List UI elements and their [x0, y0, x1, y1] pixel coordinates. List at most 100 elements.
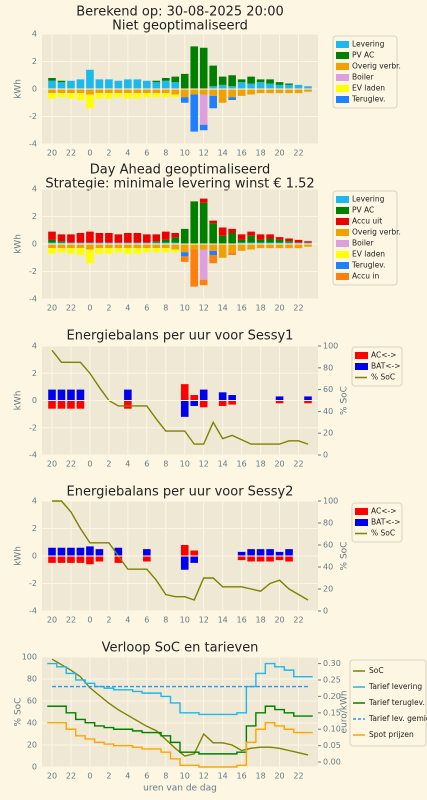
- bar-segment: [57, 241, 66, 243]
- bar-segment: [48, 93, 56, 99]
- bar-segment: [190, 46, 199, 89]
- x-tick-label: 20: [274, 304, 284, 313]
- x-tick-label: 12: [199, 304, 209, 313]
- x-tick-label: 8: [163, 304, 168, 313]
- bar-segment: [180, 89, 189, 98]
- bar-segment: [247, 235, 255, 243]
- y-tick-label: 2: [32, 212, 37, 221]
- legend-label: PV AC: [352, 206, 374, 215]
- bar-segment: [218, 76, 227, 85]
- x-tick-label: 14: [218, 149, 228, 158]
- x-tick-label: 20: [274, 772, 284, 781]
- bar-segment: [48, 248, 56, 254]
- legend-label: Teruglev.: [351, 95, 385, 104]
- bar-segment: [171, 237, 180, 243]
- y-axis-label: kWh: [14, 546, 24, 566]
- bar-segment: [57, 89, 66, 94]
- bar-segment: [133, 242, 142, 244]
- bar-segment: [114, 556, 123, 563]
- bar-segment: [180, 73, 189, 89]
- bar-segment: [143, 549, 151, 556]
- bar-segment: [199, 244, 208, 250]
- bar-segment: [152, 234, 161, 242]
- legend-label: BAT<->: [371, 362, 401, 371]
- bar-segment: [190, 400, 199, 406]
- bar-segment: [143, 89, 151, 94]
- x-tick-label: 20: [274, 460, 284, 469]
- bar-segment: [67, 93, 75, 99]
- legend-label: Tarief lev. gemid.: [368, 714, 427, 723]
- bar-segment: [199, 279, 208, 286]
- bar-segment: [285, 84, 293, 89]
- x-tick-label: 4: [125, 772, 130, 781]
- bar-segment: [294, 89, 303, 94]
- bar-segment: [133, 79, 142, 89]
- y-axis-label: kWh: [14, 234, 24, 254]
- bar-segment: [57, 80, 66, 83]
- x-tick-label: 20: [47, 616, 57, 625]
- bar-segment: [171, 233, 180, 238]
- bar-segment: [114, 80, 123, 89]
- chart-subtitle: Strategie: minimale levering winst € 1.5…: [45, 177, 314, 192]
- bar-segment: [256, 79, 265, 83]
- bar-segment: [143, 242, 151, 244]
- bar-segment: [266, 89, 274, 94]
- bar-segment: [152, 82, 161, 89]
- bar-segment: [275, 556, 284, 561]
- x-tick-label: 16: [237, 304, 247, 313]
- bar-segment: [237, 89, 246, 96]
- bar-segment: [86, 89, 94, 95]
- bar-segment: [180, 384, 189, 401]
- bar-segment: [133, 89, 142, 94]
- legend-swatch: [336, 229, 349, 236]
- bar-segment: [95, 244, 104, 249]
- x-tick-label: 2: [106, 616, 111, 625]
- y2-tick-label: 0: [323, 607, 328, 616]
- bar-segment: [294, 244, 303, 249]
- bar-segment: [256, 234, 265, 240]
- bar-segment: [76, 93, 85, 100]
- x-tick-label: 22: [66, 616, 76, 625]
- bar-segment: [209, 89, 217, 96]
- bar-segment: [304, 396, 312, 401]
- bar-segment: [161, 244, 170, 249]
- bar-segment: [76, 233, 85, 243]
- y2-tick-label: 0.10: [323, 725, 341, 734]
- x-tick-label: 18: [255, 772, 265, 781]
- x-tick-label: 20: [274, 149, 284, 158]
- y2-tick-label: 100: [323, 342, 338, 351]
- line-series: [52, 500, 309, 601]
- bar-segment: [304, 89, 312, 92]
- x-tick-label: 18: [255, 460, 265, 469]
- bar-segment: [218, 84, 227, 89]
- x-tick-label: 8: [163, 772, 168, 781]
- y2-tick-label: 80: [323, 363, 333, 372]
- y-tick-label: 4: [32, 342, 37, 351]
- bar-segment: [48, 231, 56, 240]
- bar-segment: [95, 233, 104, 243]
- bar-segment: [76, 556, 85, 563]
- x-tick-label: 10: [180, 616, 190, 625]
- legend-swatch: [336, 52, 349, 59]
- bar-segment: [285, 238, 293, 242]
- y-tick-label: 20: [27, 741, 37, 750]
- bar-segment: [114, 234, 123, 243]
- bar-segment: [152, 244, 161, 249]
- bar-segment: [48, 242, 56, 244]
- bar-segment: [161, 78, 170, 81]
- bar-segment: [105, 93, 113, 99]
- bar-segment: [180, 556, 189, 570]
- bar-segment: [161, 89, 170, 94]
- bar-segment: [48, 80, 56, 89]
- y-tick-label: 60: [27, 697, 37, 706]
- bar-segment: [247, 83, 255, 89]
- bar-segment: [275, 239, 284, 243]
- x-tick-label: 18: [255, 149, 265, 158]
- x-tick-label: 14: [218, 616, 228, 625]
- bar-segment: [57, 242, 66, 244]
- bar-segment: [180, 400, 189, 417]
- x-tick-label: 4: [125, 149, 130, 158]
- legend-swatch: [336, 273, 349, 280]
- bar-segment: [171, 249, 180, 253]
